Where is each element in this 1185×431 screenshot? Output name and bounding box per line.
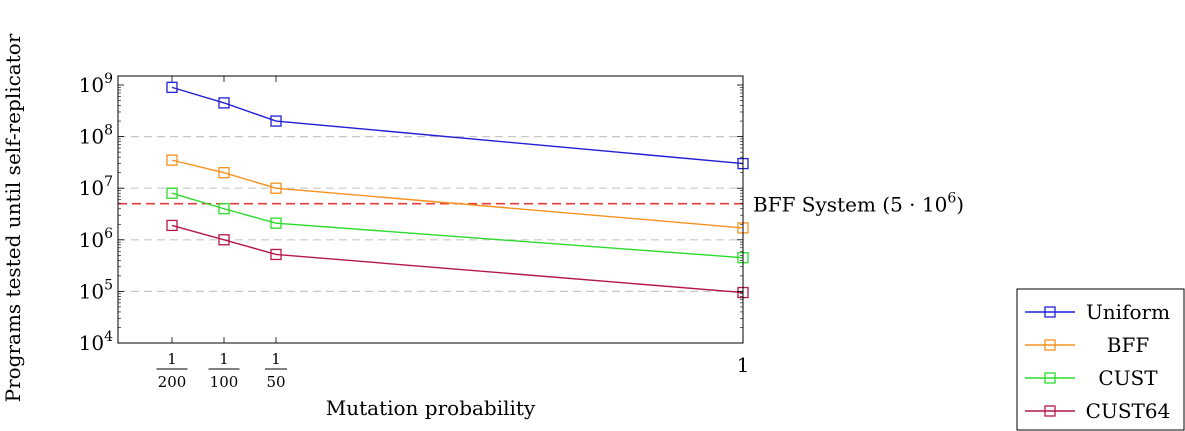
x-tick-denominator: 100 (210, 373, 239, 391)
series-cust64 (166, 219, 749, 299)
legend-label: Uniform (1086, 300, 1170, 324)
legend: Uniform BFF CUST CUST64 (1016, 288, 1185, 431)
data-point (218, 167, 230, 179)
data-point (166, 219, 178, 232)
y-tick-label: 107 (79, 174, 113, 200)
y-tick-label: 106 (79, 226, 113, 252)
x-tick-denominator: 200 (158, 373, 187, 391)
data-point (270, 217, 282, 229)
data-point (270, 248, 282, 261)
series-line (171, 86, 744, 165)
plot-frame (117, 75, 744, 344)
data-point (218, 203, 230, 215)
reference-line-group: BFF System (5 · 106) (118, 191, 964, 217)
data-point (166, 81, 178, 94)
series-line (171, 192, 744, 259)
legend-entry: CUST64 (1025, 399, 1170, 423)
series-group (166, 81, 749, 299)
y-tick-label: 109 (79, 71, 113, 97)
series-cust (166, 187, 749, 264)
series-uniform (166, 81, 749, 170)
data-point (270, 115, 282, 127)
y-tick-label: 105 (79, 277, 113, 303)
legend-entry: BFF (1025, 333, 1149, 357)
legend-marker (1044, 372, 1056, 384)
legend-label: BFF (1107, 333, 1150, 357)
axis-ticks (118, 76, 744, 344)
data-point (166, 187, 178, 199)
y-tick-label: 108 (79, 123, 113, 149)
series-line (171, 159, 744, 229)
x-tick-numerator: 1 (271, 350, 281, 368)
series-line (171, 224, 744, 294)
legend-label: CUST64 (1086, 399, 1171, 423)
data-point (218, 97, 230, 109)
y-tick-labels: 104 105 106 107 108 109 (79, 71, 113, 355)
data-point (270, 182, 282, 194)
legend-marker (1044, 405, 1056, 417)
y-tick-label: 104 (79, 329, 113, 355)
x-tick-label: 1 (737, 353, 750, 377)
data-point (166, 154, 178, 166)
legend-entry: CUST (1025, 366, 1158, 390)
legend-marker (1044, 339, 1056, 351)
reference-line-label: BFF System (5 · 106) (753, 191, 964, 217)
y-axis-label: Programs tested until self-replicator (1, 33, 25, 402)
x-tick-denominator: 50 (266, 373, 285, 391)
grid-lines (118, 136, 743, 292)
data-point (218, 234, 230, 246)
x-tick-numerator: 1 (219, 350, 229, 368)
legend-entry: Uniform (1025, 300, 1170, 324)
legend-label: CUST (1098, 366, 1158, 390)
x-tick-label-fraction: 150 (265, 350, 287, 391)
legend-marker (1044, 306, 1056, 318)
series-bff (166, 154, 749, 234)
x-tick-numerator: 1 (167, 350, 177, 368)
x-axis-label: Mutation probability (326, 396, 536, 420)
